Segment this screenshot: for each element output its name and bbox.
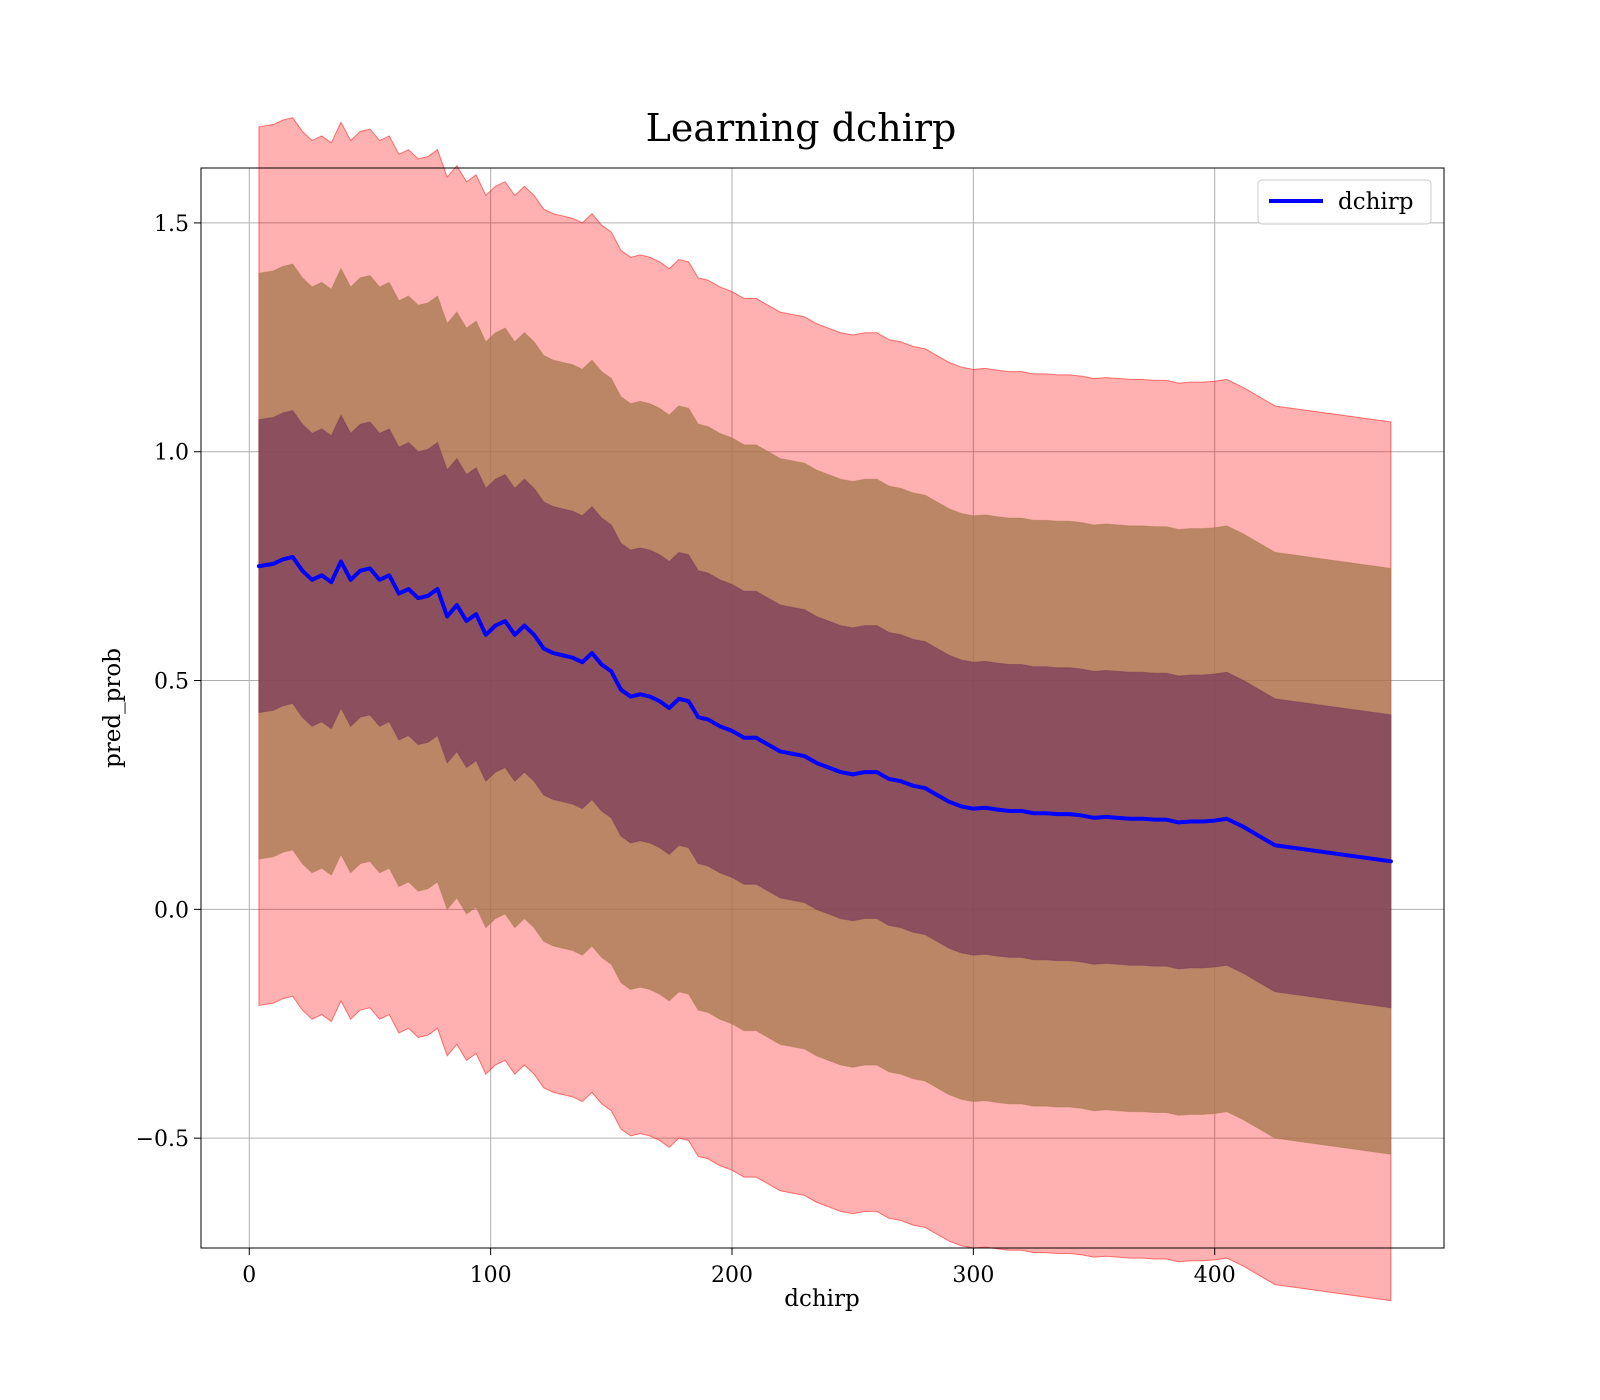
legend-box [1257,179,1432,225]
chart-title: Learning dchirp [646,106,957,150]
x-tick-label-4: 400 [1194,1263,1236,1288]
x-tick-label-1: 100 [470,1263,512,1288]
x-tick-label-3: 300 [952,1263,994,1288]
series-line-dchirp [256,554,1393,864]
y-axis-ticks: −0.5 0.0 0.5 1.0 1.5 [136,212,201,1152]
y-tick-label-0: −0.5 [136,1127,189,1152]
legend-label-dchirp: dchirp [1338,189,1414,215]
x-tick-label-2: 200 [711,1263,753,1288]
confidence-bands [258,117,1392,1302]
y-tick-label-3: 1.0 [154,441,189,466]
x-axis-ticks: 0 100 200 300 400 [242,1248,1236,1288]
y-tick-label-4: 1.5 [154,212,189,237]
x-tick-label-0: 0 [242,1263,256,1288]
series-lines [256,554,1393,864]
plot-frame [200,167,1445,1249]
band-1-sigma [258,409,1392,1009]
x-axis-label: dchirp [784,1286,860,1312]
y-tick-label-2: 0.5 [154,670,189,695]
y-axis-label: pred_prob [100,648,126,768]
y-tick-label-1: 0.0 [154,898,189,923]
legend: dchirp [1257,179,1432,225]
